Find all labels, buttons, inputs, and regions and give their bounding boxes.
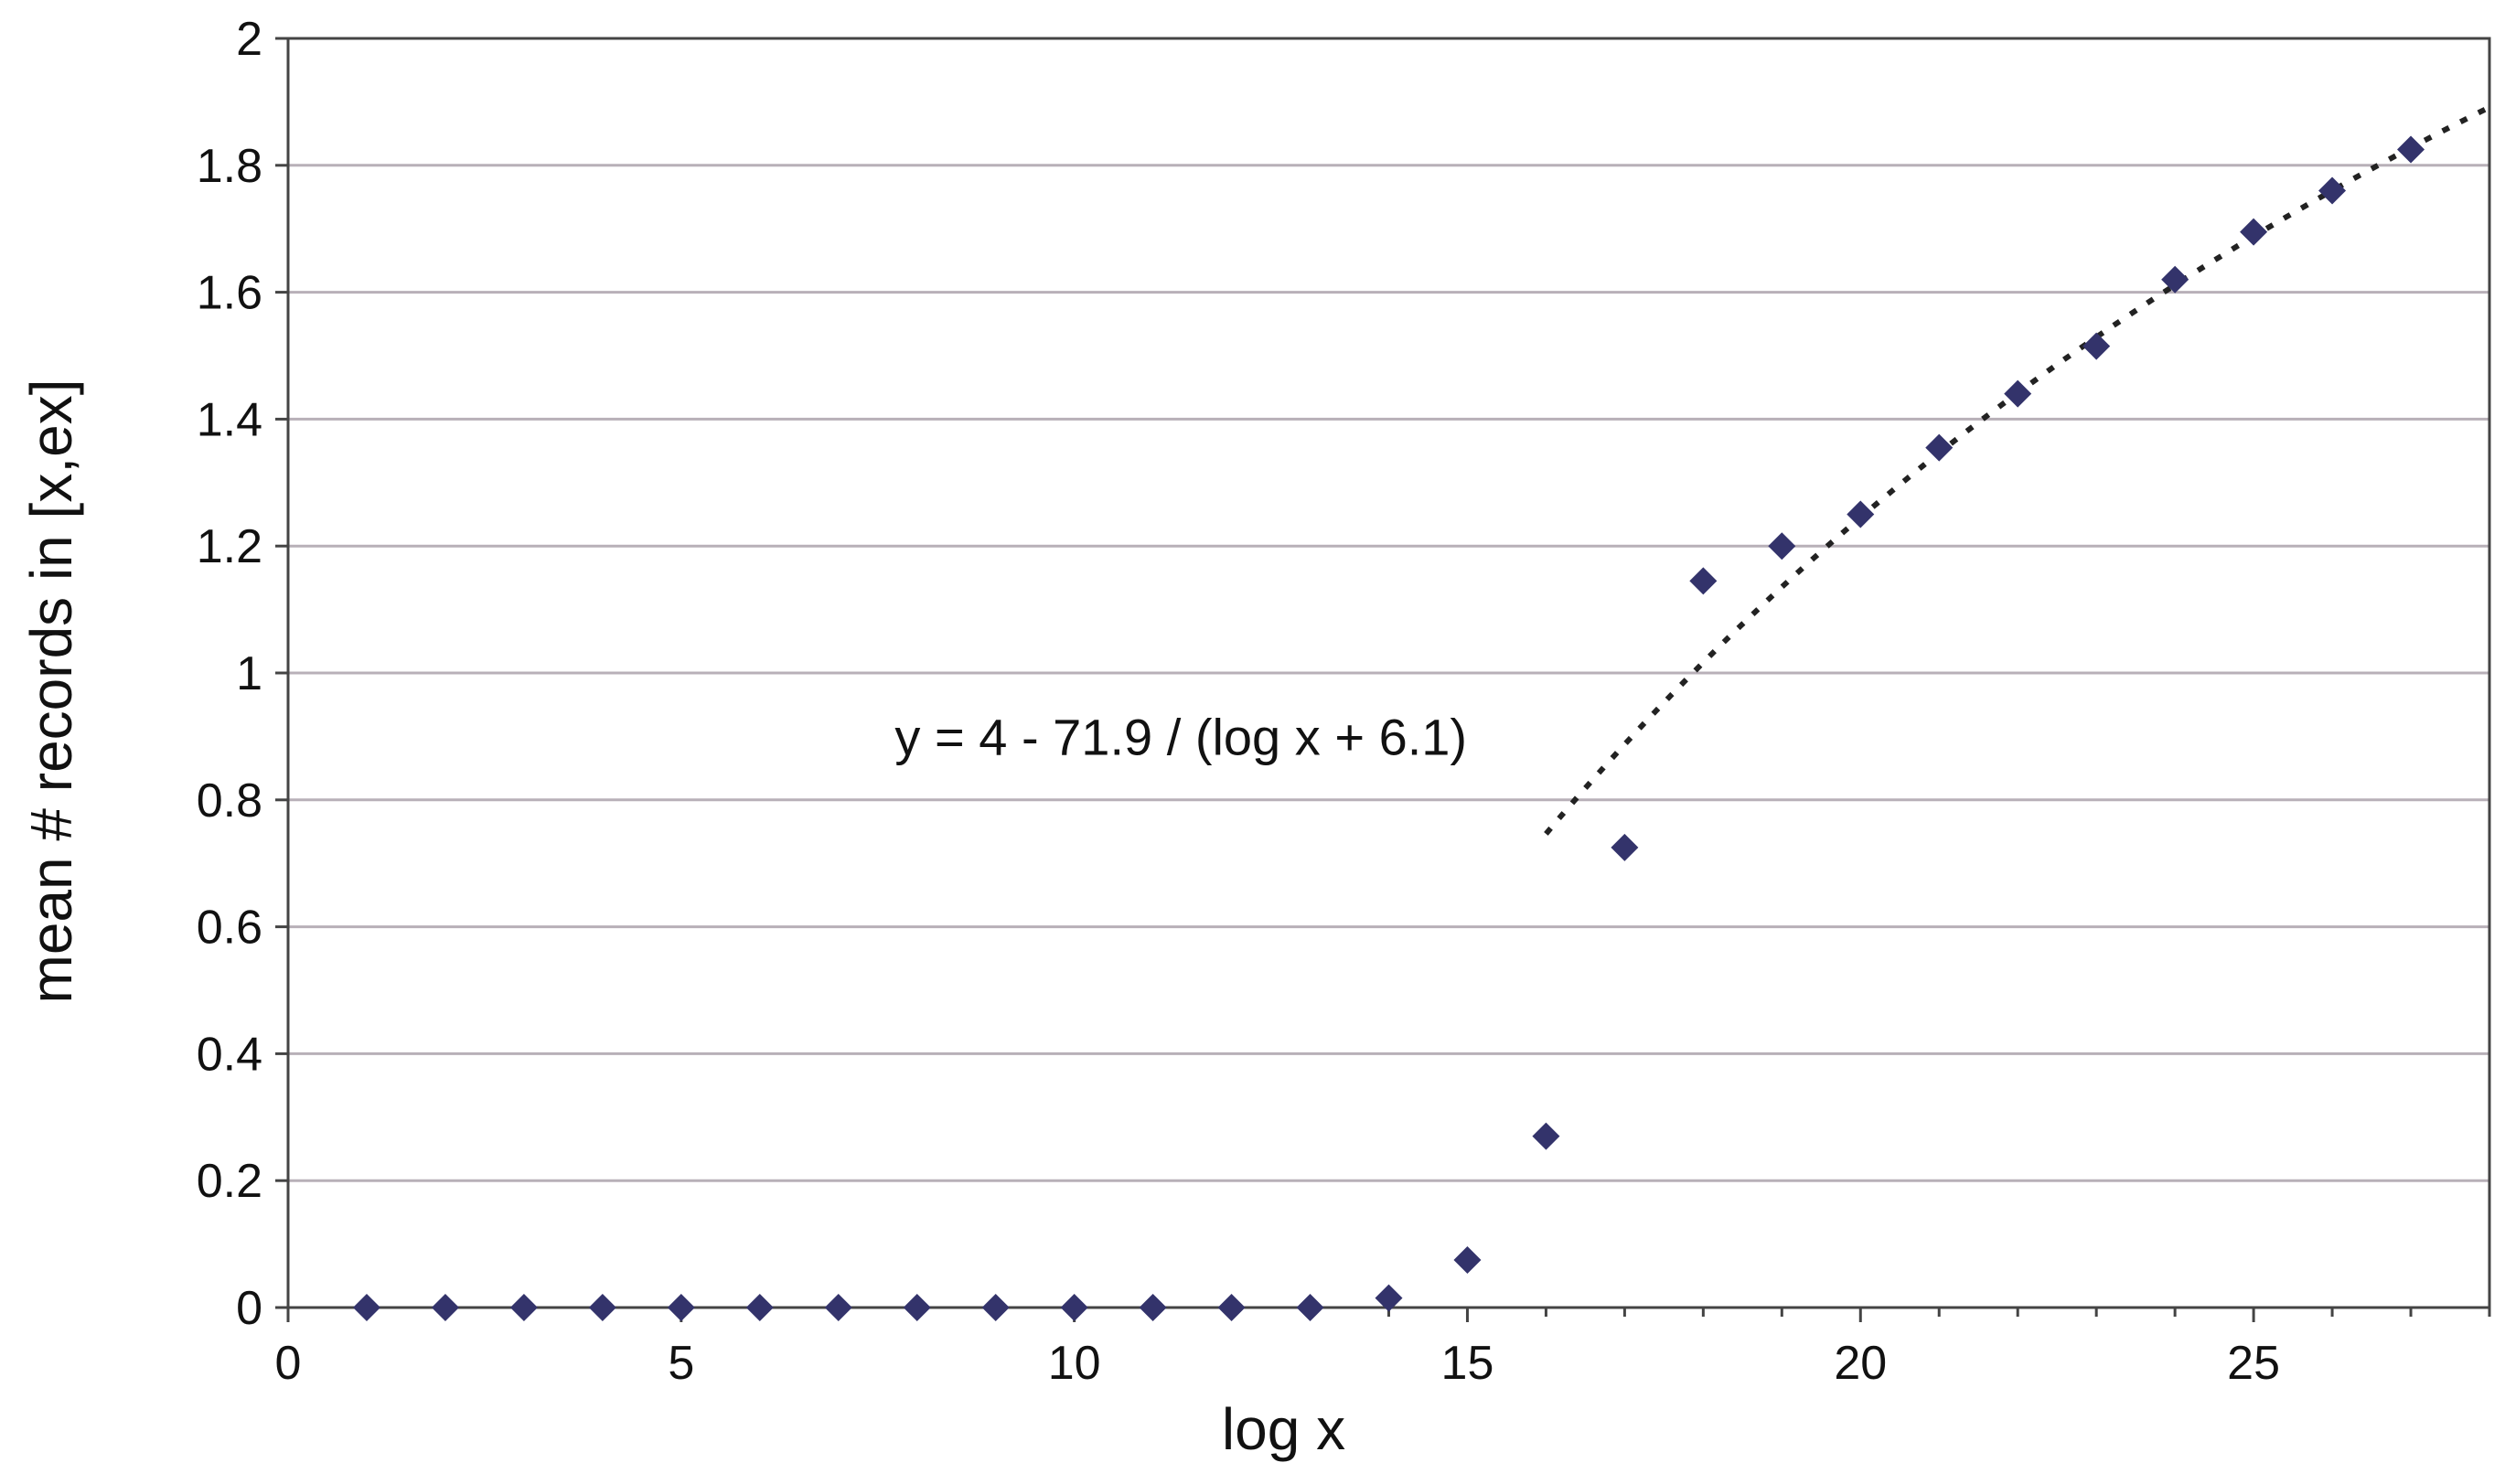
data-point [1689,567,1718,595]
data-point [667,1294,695,1321]
y-tick-label: 1.8 [197,140,262,193]
data-point [352,1294,380,1321]
trendline-equation: y = 4 - 71.9 / (log x + 6.1) [894,708,1467,765]
data-point [2161,265,2189,294]
data-point [2082,332,2111,360]
y-axis-ticks: 0 0.2 0.4 0.6 0.8 1 1.2 1.4 1.6 1.8 2 [197,13,288,1335]
data-point [509,1294,538,1321]
data-point [1768,532,1796,561]
data-point [745,1294,774,1321]
data-point [1139,1294,1167,1321]
y-axis-title: mean # records in [x,ex] [18,379,84,1004]
data-points [352,135,2425,1321]
data-point [1060,1294,1088,1321]
data-point [1847,500,1875,528]
data-point [824,1294,852,1321]
x-tick-label: 20 [1834,1337,1887,1390]
x-tick-label: 25 [2227,1337,2280,1390]
y-tick-label: 0.6 [197,902,262,955]
data-point [2397,135,2425,164]
data-point [903,1294,931,1321]
data-point [1925,433,1954,462]
x-tick-label: 15 [1441,1337,1494,1390]
y-tick-label: 0.4 [197,1028,262,1081]
data-point [2004,379,2032,408]
y-tick-label: 1.2 [197,520,262,573]
data-point [2240,218,2268,246]
x-tick-label: 5 [668,1337,694,1390]
y-tick-label: 0.8 [197,774,262,827]
data-point [1453,1245,1482,1274]
y-tick-label: 0.2 [197,1155,262,1208]
y-tick-label: 1 [236,647,262,700]
data-point [588,1294,616,1321]
data-point [1296,1294,1324,1321]
data-point [1611,833,1639,861]
y-tick-label: 0 [236,1282,262,1335]
y-tick-label: 1.6 [197,267,262,320]
data-point [2318,176,2347,205]
x-axis-ticks: 0 5 10 15 20 25 [275,1308,2491,1390]
y-tick-label: 2 [236,13,262,66]
y-tick-label: 1.4 [197,393,262,446]
trendline [1544,104,2491,836]
data-point [981,1294,1010,1321]
data-point [431,1294,459,1321]
x-tick-label: 0 [275,1337,302,1390]
grid-lines [288,37,2489,1309]
data-point [1532,1122,1560,1150]
x-axis-title: log x [1222,1396,1345,1462]
data-point [1375,1284,1403,1312]
data-point [1217,1294,1246,1321]
x-tick-label: 10 [1048,1337,1101,1390]
